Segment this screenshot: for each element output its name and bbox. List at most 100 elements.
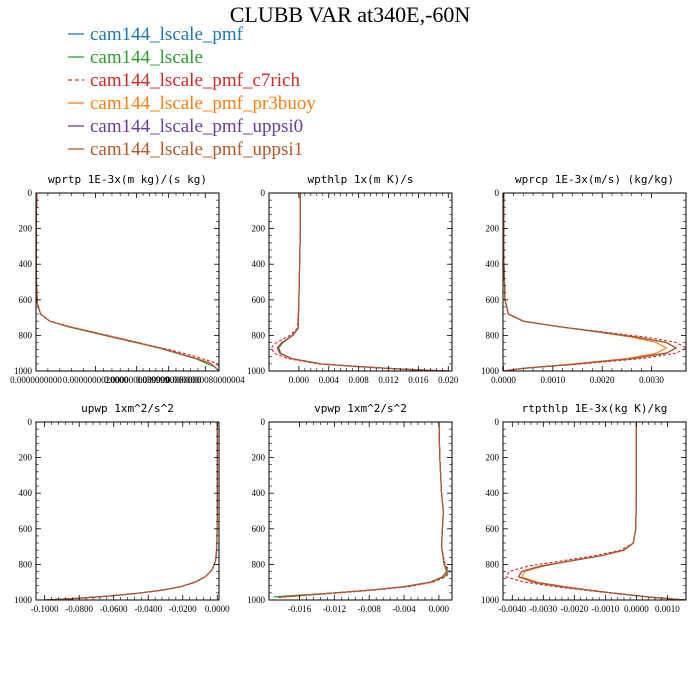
y-tick-label: 800 <box>252 330 266 340</box>
y-tick-label: 600 <box>486 295 500 305</box>
y-tick-label: 400 <box>486 488 500 498</box>
x-tick-label: 0.0000000039999 <box>104 375 170 385</box>
panel-3: wprcp 1E-3x(m/s) (kg/kg) 0 200 400 600 800 100… <box>481 173 687 385</box>
x-tick-label: 0.012 <box>378 375 398 385</box>
panel-5: vpwp 1xm^2/s^2 0 200 400 600 800 1000 -0.016 -0.… <box>247 402 453 614</box>
y-tick-label: 600 <box>486 524 500 534</box>
panel-4: upwp 1xm^2/s^2 0 200 400 600 800 1000-0.1000 -0… <box>14 402 230 614</box>
figure-title: CLUBB VAR at340E,-60N <box>230 2 471 27</box>
series-group <box>505 422 686 600</box>
y-tick-label: 200 <box>19 224 33 234</box>
x-tick-label: -0.0200 <box>169 604 197 614</box>
panel-frame <box>502 421 687 601</box>
legend-label: cam144_lscale_pmf_pr3buoy <box>90 93 316 114</box>
series-line <box>517 422 686 600</box>
y-tick-label: 1000 <box>247 595 266 605</box>
x-tick-label: 0.0000 <box>491 375 516 385</box>
series-group <box>503 193 686 371</box>
x-tick-label: 0.0000000000 <box>10 375 62 385</box>
series-line <box>44 422 218 600</box>
x-tick-label: 0.020 <box>438 375 459 385</box>
x-tick-label: 0.016 <box>408 375 429 385</box>
panel-6: rtpthlp 1E-3x(kg K)/kg02004006008001000-… <box>481 402 687 614</box>
legend-label: cam144_lscale_pmf <box>90 24 244 45</box>
y-tick-label: 200 <box>252 224 266 234</box>
x-tick-label: -0.0020 <box>560 604 588 614</box>
y-tick-label: 0 <box>28 417 33 427</box>
y-tick-label: 800 <box>19 559 33 569</box>
y-tick-label: 0 <box>261 188 266 198</box>
y-tick-label: 800 <box>486 559 500 569</box>
y-tick-label: 0 <box>495 188 500 198</box>
x-tick-label: -0.008 <box>358 604 382 614</box>
y-tick-label: 1000 <box>481 595 500 605</box>
panel-title: wprcp 1E-3x(m/s) (kg/kg) <box>515 173 674 186</box>
series-line <box>277 422 448 598</box>
x-tick-label: 0.004 <box>319 375 340 385</box>
y-tick-label: 600 <box>252 524 266 534</box>
x-tick-label: 0.0000 <box>624 604 649 614</box>
y-tick-label: 1000 <box>481 366 500 376</box>
x-tick-label: 0.0000000020000 <box>63 375 129 385</box>
x-tick-label: -0.004 <box>392 604 416 614</box>
panel-frame <box>268 192 453 372</box>
x-tick-label: -0.016 <box>288 604 312 614</box>
y-tick-label: 400 <box>252 259 266 269</box>
x-tick-label: -0.0400 <box>134 604 162 614</box>
x-tick-label: -0.012 <box>323 604 346 614</box>
panel-title: rtpthlp 1E-3x(kg K)/kg <box>522 402 668 415</box>
y-tick-label: 600 <box>19 524 33 534</box>
y-tick-label: 800 <box>252 559 266 569</box>
y-tick-label: 200 <box>486 453 500 463</box>
x-tick-label: 0.0010 <box>655 604 680 614</box>
series-group <box>44 422 218 600</box>
y-tick-label: 600 <box>19 295 33 305</box>
y-tick-label: 200 <box>486 224 500 234</box>
panel-frame <box>268 421 453 601</box>
series-line <box>503 193 678 371</box>
x-tick-label: 0.0000 <box>205 604 230 614</box>
x-tick-label: -0.0800 <box>65 604 93 614</box>
y-tick-label: 0 <box>495 417 500 427</box>
y-tick-label: 1000 <box>247 366 266 376</box>
y-tick-label: 1000 <box>14 595 33 605</box>
panel-title: vpwp 1xm^2/s^2 <box>314 402 407 415</box>
x-tick-label: 0.0000000060000 <box>136 375 202 385</box>
x-tick-label: -0.0010 <box>591 604 619 614</box>
legend-label: cam144_lscale <box>90 47 203 68</box>
panels: wprtp 1E-3x(m kg)/(s kg) 0 200 400 600 800 100… <box>10 173 687 614</box>
x-tick-label: -0.0600 <box>100 604 128 614</box>
y-tick-label: 0 <box>28 188 33 198</box>
y-tick-label: 800 <box>486 330 500 340</box>
y-tick-label: 400 <box>19 488 33 498</box>
y-tick-label: 600 <box>252 295 266 305</box>
x-tick-label: 0.000 <box>289 375 310 385</box>
panel-frame <box>502 192 687 372</box>
series-group <box>273 422 451 598</box>
y-tick-label: 800 <box>19 330 33 340</box>
y-tick-label: 200 <box>19 453 33 463</box>
y-tick-label: 0 <box>261 417 266 427</box>
x-tick-label: -0.1000 <box>31 604 59 614</box>
y-tick-label: 400 <box>19 259 33 269</box>
series-group <box>270 193 449 371</box>
panel-1: wprtp 1E-3x(m kg)/(s kg) 0 200 400 600 800 100… <box>10 173 245 385</box>
legend-label: cam144_lscale_pmf_uppsi1 <box>90 139 303 160</box>
y-tick-label: 200 <box>252 453 266 463</box>
x-tick-label: 0.000 <box>429 604 450 614</box>
panel-title: wpthlp 1x(m K)/s <box>308 173 414 186</box>
y-tick-label: 400 <box>252 488 266 498</box>
legend-label: cam144_lscale_pmf_c7rich <box>90 70 300 91</box>
x-tick-label: -0.0040 <box>498 604 526 614</box>
panel-frame <box>35 192 220 372</box>
y-tick-label: 400 <box>486 259 500 269</box>
x-tick-label: 0.0000000080000004 <box>166 375 245 385</box>
panel-2: wpthlp 1x(m K)/s 0 200 400 600 800 1000 0.000 0.… <box>247 173 459 385</box>
y-tick-label: 1000 <box>14 366 33 376</box>
x-tick-label: 0.0030 <box>639 375 664 385</box>
legend-label: cam144_lscale_pmf_uppsi0 <box>90 116 303 137</box>
x-tick-label: 0.0010 <box>540 375 565 385</box>
x-tick-label: 0.0020 <box>590 375 615 385</box>
